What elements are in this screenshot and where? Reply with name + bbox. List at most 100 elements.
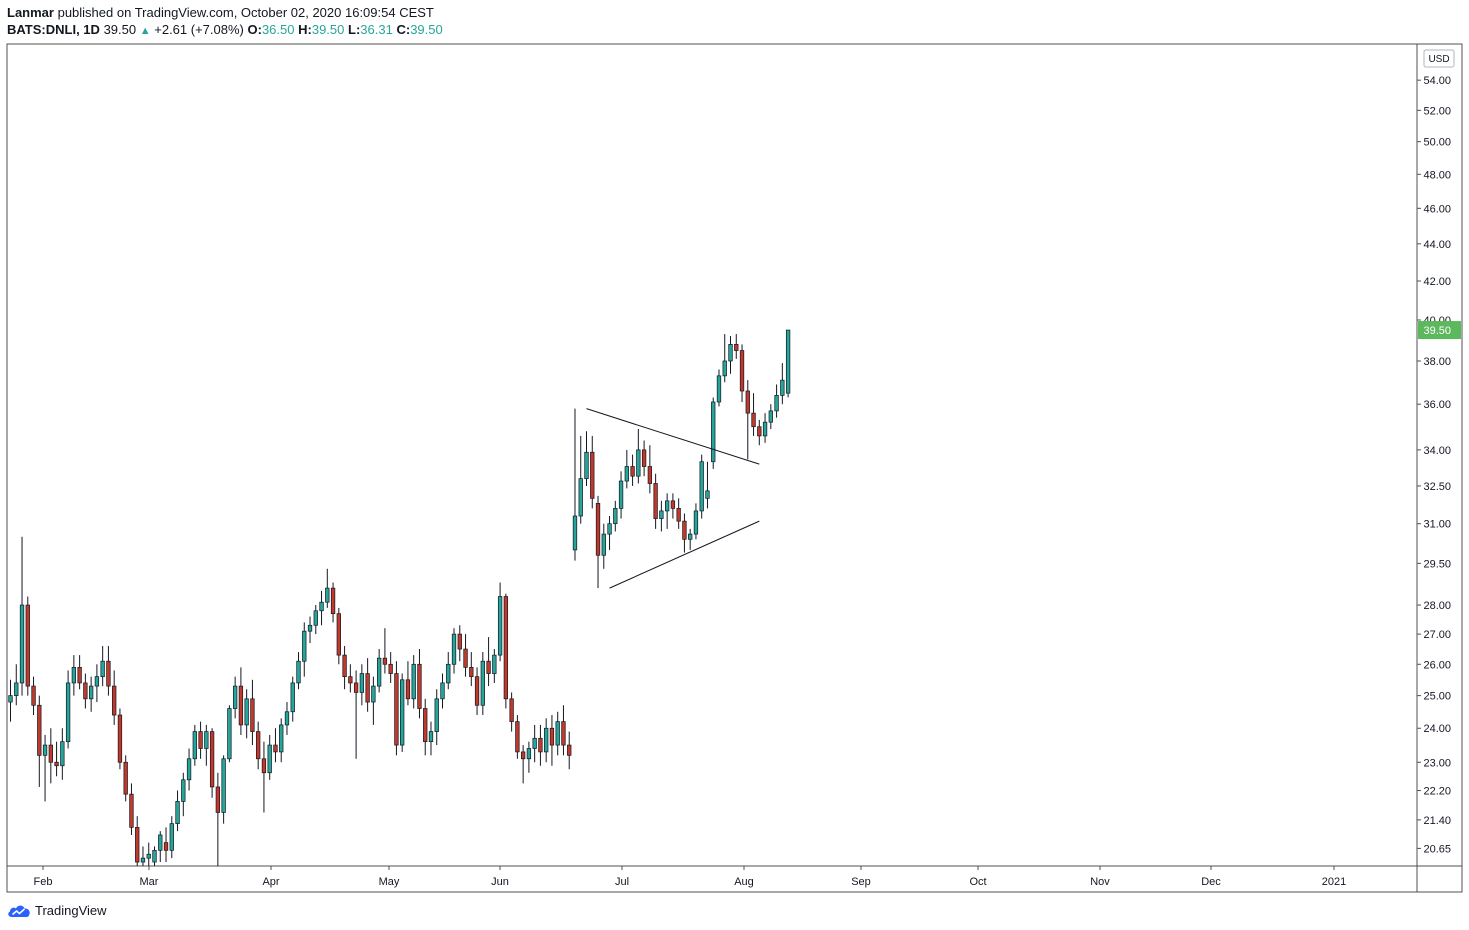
open-label: O: (247, 22, 262, 37)
candle (705, 461, 710, 509)
brand-name: TradingView (35, 903, 107, 918)
candle (100, 646, 105, 687)
candle (112, 670, 117, 725)
price-tick-label: 46.00 (1423, 203, 1451, 215)
price-tick-label: 26.00 (1423, 659, 1451, 671)
candle-body-up (192, 731, 197, 760)
candle (434, 689, 439, 746)
candle-body-up (158, 834, 163, 851)
candle (232, 676, 238, 719)
candle-body-down (261, 758, 267, 774)
candle-body-up (428, 731, 434, 743)
candle (261, 741, 267, 813)
candle (555, 711, 560, 756)
price-tick-label: 48.00 (1423, 169, 1451, 181)
time-tick-label: Aug (734, 876, 754, 888)
price-tick-label: 42.00 (1423, 276, 1451, 288)
candle (440, 673, 445, 709)
candle (544, 718, 549, 763)
candle (42, 734, 48, 802)
price-tick-label: 21.40 (1423, 815, 1451, 827)
candle-body-up (307, 624, 313, 632)
candle-body-down (405, 679, 411, 700)
candle (515, 715, 520, 759)
candle-body-down (734, 343, 739, 351)
candle (353, 670, 359, 759)
candle-body-down (37, 704, 42, 756)
candle (676, 498, 681, 529)
candle (446, 652, 451, 690)
candle-body-down (486, 660, 491, 674)
candle (284, 702, 290, 735)
candle-body-up (711, 401, 716, 463)
candle-body-up (14, 682, 19, 696)
candle-body-down (83, 682, 88, 700)
candle (175, 790, 180, 832)
candle (342, 646, 347, 690)
price-tick-label: 36.00 (1423, 399, 1451, 411)
price-tick-label: 20.65 (1423, 843, 1451, 855)
time-tick-label: Feb (34, 876, 53, 888)
price-axis[interactable]: 54.0052.0050.0048.0046.0044.0042.0040.00… (1417, 75, 1451, 855)
candle-body-up (613, 508, 618, 525)
plot-area[interactable] (8, 329, 791, 866)
candle (739, 344, 745, 402)
candle (348, 664, 353, 693)
candle-body-up (497, 596, 503, 656)
candle-body-up (186, 758, 192, 781)
low-label: L: (348, 22, 361, 37)
candle-body-down (509, 698, 514, 722)
candle-body-up (140, 857, 146, 863)
candle-body-up (267, 744, 272, 774)
high-value: 39.50 (311, 22, 345, 37)
candle (751, 393, 756, 436)
candle (526, 741, 532, 773)
candle-body-up (296, 660, 301, 684)
candle-body-up (780, 379, 785, 396)
candle (376, 649, 382, 693)
candle (572, 408, 578, 561)
candle-body-up (607, 523, 612, 535)
candle (129, 783, 134, 835)
candle (463, 634, 468, 677)
candle-body-down (515, 721, 520, 753)
candle (198, 721, 203, 759)
candle (37, 695, 42, 787)
author-name: Lanmar (7, 5, 54, 20)
candle-body-up (42, 744, 48, 756)
candle (106, 646, 111, 696)
candle-body-up (584, 451, 589, 479)
candle (688, 528, 693, 550)
price-tag-label: 39.50 (1423, 325, 1451, 337)
candle-body-down (641, 449, 647, 467)
candle (60, 728, 65, 780)
candle-body-up (659, 510, 664, 519)
candle (716, 369, 722, 407)
candle (152, 846, 157, 866)
time-axis[interactable]: Feb Mar Apr May Jun Jul Aug Sep Oct Nov Dec 2021 (34, 866, 1347, 888)
candle (123, 755, 128, 802)
candle-body-up (302, 630, 307, 662)
candle-body-up (572, 515, 578, 551)
candle (267, 734, 272, 780)
candle (279, 718, 284, 763)
candle (54, 741, 59, 777)
candle (204, 724, 209, 766)
candle-body-up (71, 667, 77, 684)
candle (158, 831, 163, 863)
candle-body-down (330, 587, 336, 615)
footer-brand: TradingView (7, 903, 107, 918)
candle (336, 607, 341, 665)
candle (14, 664, 19, 706)
time-tick-label: Jun (491, 876, 509, 888)
candle (497, 582, 503, 662)
time-tick-label: Apr (262, 876, 279, 888)
candle (457, 625, 462, 662)
symbol-label: BATS:DNLI, 1D (7, 22, 100, 37)
candle (135, 816, 140, 866)
candle-body-down (520, 751, 526, 760)
candle-body-down (112, 685, 117, 716)
candle-body-up (376, 657, 382, 687)
candle (117, 708, 123, 770)
